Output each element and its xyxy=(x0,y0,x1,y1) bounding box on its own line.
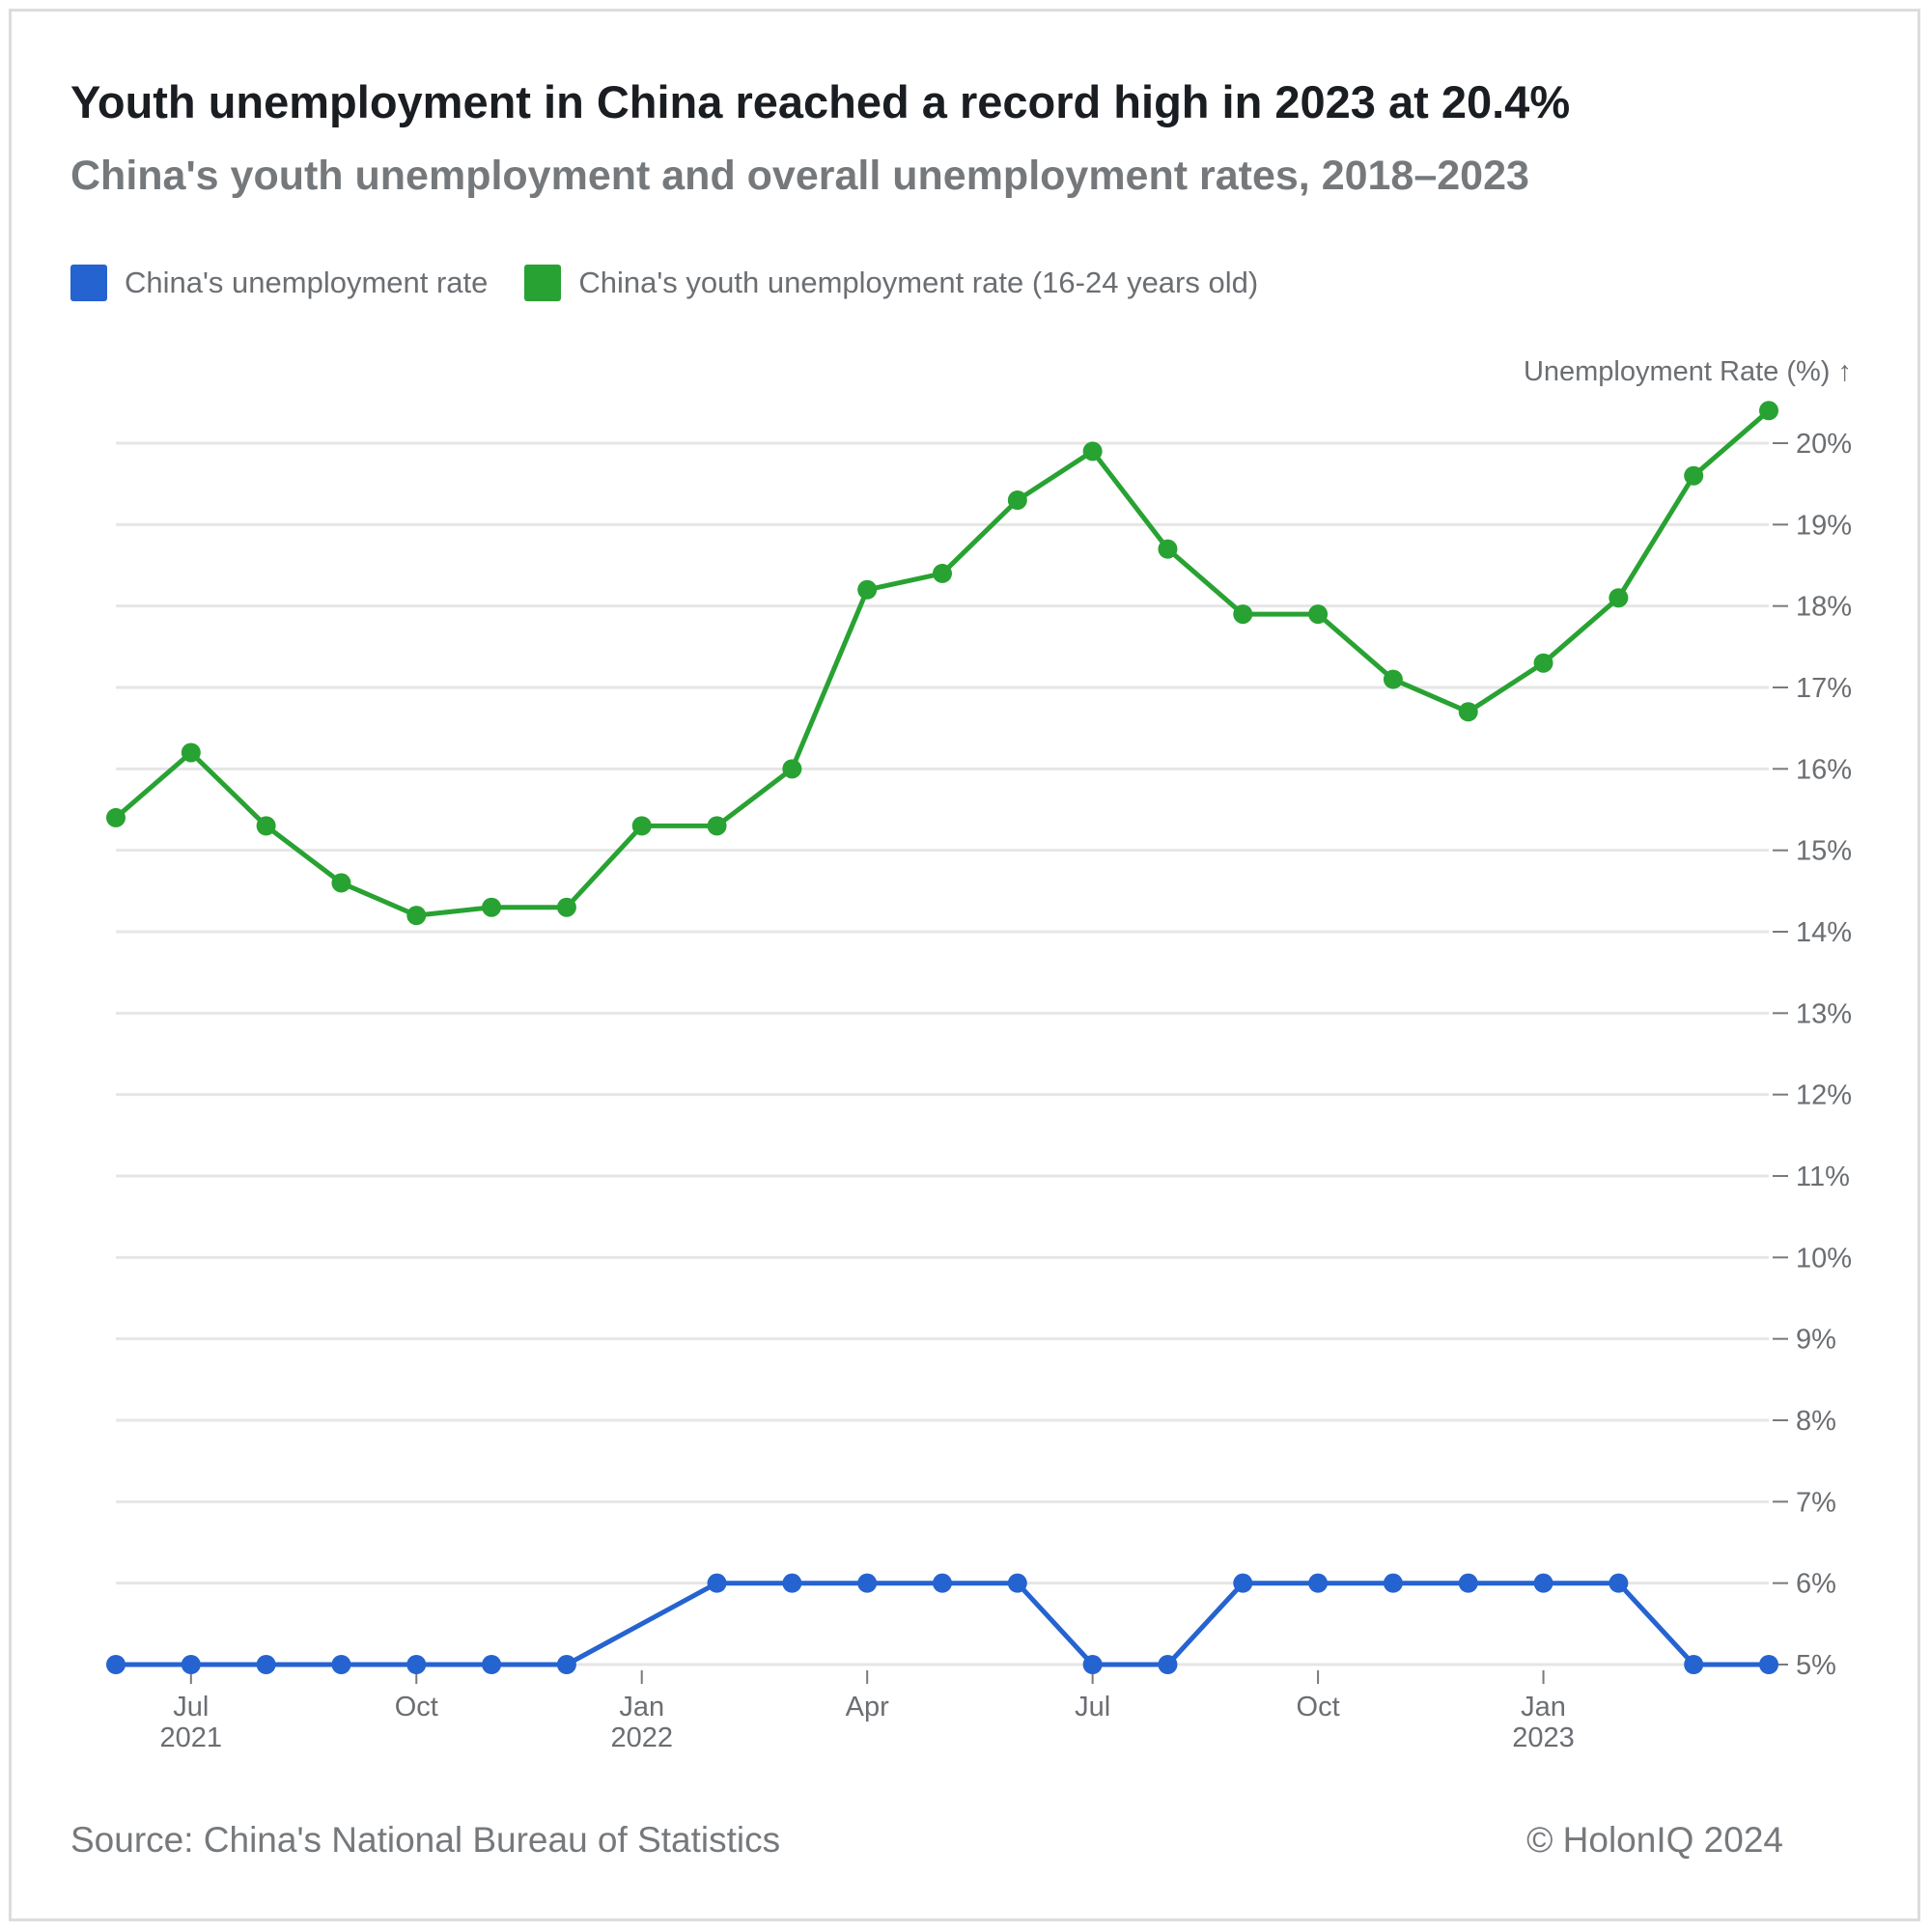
data-point-overall xyxy=(782,1573,802,1593)
chart-subtitle: China's youth unemployment and overall u… xyxy=(70,153,1529,199)
data-point-youth xyxy=(181,742,201,763)
data-point-youth xyxy=(631,816,652,836)
data-point-youth xyxy=(1684,465,1704,486)
data-point-overall xyxy=(1082,1655,1103,1674)
data-point-overall xyxy=(181,1655,201,1674)
data-point-youth xyxy=(782,759,802,779)
y-tick-label: 6% xyxy=(1796,1569,1836,1600)
data-point-overall xyxy=(1609,1573,1629,1593)
data-point-overall xyxy=(707,1573,727,1593)
x-tick-year-label: 2023 xyxy=(1512,1722,1575,1753)
data-point-youth xyxy=(933,563,952,583)
data-point-overall xyxy=(933,1573,952,1593)
y-tick-label: 7% xyxy=(1796,1487,1836,1518)
data-point-overall xyxy=(556,1655,576,1674)
y-tick-label: 13% xyxy=(1796,998,1852,1029)
x-tick-label: Oct xyxy=(395,1692,438,1722)
data-point-youth xyxy=(1383,669,1403,689)
data-point-youth xyxy=(1308,604,1329,625)
y-axis-label: Unemployment Rate (%) ↑ xyxy=(1524,356,1852,387)
y-tick-label: 11% xyxy=(1796,1162,1850,1192)
data-point-youth xyxy=(1458,702,1478,722)
y-tick-label: 5% xyxy=(1796,1650,1836,1681)
series-line-youth xyxy=(113,407,1772,918)
copyright-note: © HolonIQ 2024 xyxy=(1526,1820,1783,1860)
x-tick-label: Jul xyxy=(1075,1692,1110,1722)
data-point-youth xyxy=(556,897,576,917)
chart-title: Youth unemployment in China reached a re… xyxy=(70,76,1571,127)
y-tick-label: 8% xyxy=(1796,1406,1836,1437)
source-note: Source: China's National Bureau of Stati… xyxy=(70,1820,781,1860)
y-tick-label: 12% xyxy=(1796,1080,1852,1111)
legend-swatch-overall xyxy=(70,265,107,301)
y-tick-label: 18% xyxy=(1796,592,1852,623)
x-tick-label: Jan xyxy=(1521,1692,1566,1722)
data-point-youth xyxy=(1609,588,1629,608)
data-point-youth xyxy=(1007,490,1027,511)
x-tick-year-label: 2021 xyxy=(160,1722,223,1753)
data-point-overall xyxy=(1308,1573,1329,1593)
data-point-overall xyxy=(1759,1655,1778,1674)
data-point-youth xyxy=(482,897,502,917)
y-tick-label: 15% xyxy=(1796,836,1852,867)
data-point-youth xyxy=(406,906,427,926)
y-tick-label: 16% xyxy=(1796,754,1852,785)
x-tick-label: Jul xyxy=(173,1692,209,1722)
legend-item-overall[interactable]: China's unemployment rate xyxy=(70,265,488,301)
x-tick-label: Apr xyxy=(846,1692,889,1722)
axes: 5% 6% 7% 8% 9% 10% 11% 12% 13% 14% 15% 16% 17% 18% 19%… xyxy=(160,356,1852,1753)
x-tick-label: Jan xyxy=(619,1692,664,1722)
data-point-youth xyxy=(707,816,727,836)
series-line-overall xyxy=(113,1581,1772,1667)
y-tick-label: 9% xyxy=(1796,1325,1836,1356)
data-point-overall xyxy=(1684,1655,1704,1674)
data-point-overall xyxy=(106,1655,126,1674)
y-tick-label: 19% xyxy=(1796,510,1852,541)
legend-item-youth[interactable]: China's youth unemployment rate (16-24 y… xyxy=(524,265,1258,301)
data-point-youth xyxy=(1759,401,1778,421)
y-tick-label: 10% xyxy=(1796,1243,1852,1274)
data-point-overall xyxy=(1458,1573,1478,1593)
legend: China's unemployment rate China's youth … xyxy=(70,265,1295,301)
data-point-overall xyxy=(1007,1573,1027,1593)
legend-swatch-youth xyxy=(524,265,562,301)
data-point-overall xyxy=(482,1655,502,1674)
data-point-overall xyxy=(1533,1573,1553,1593)
series xyxy=(106,401,1778,1674)
y-tick-label: 20% xyxy=(1796,429,1852,460)
x-tick-year-label: 2022 xyxy=(610,1722,673,1753)
data-point-youth xyxy=(331,873,351,893)
legend-label-overall: China's unemployment rate xyxy=(125,266,489,299)
x-tick-label: Oct xyxy=(1297,1692,1340,1722)
gridlines xyxy=(116,441,1769,1666)
legend-label-youth: China's youth unemployment rate (16-24 y… xyxy=(578,266,1259,299)
y-tick-label: 14% xyxy=(1796,917,1852,948)
data-point-overall xyxy=(1233,1573,1253,1593)
data-point-youth xyxy=(1233,604,1253,625)
chart-frame xyxy=(9,9,1920,1921)
data-point-youth xyxy=(1158,539,1178,559)
data-point-youth xyxy=(256,816,276,836)
y-tick-label: 17% xyxy=(1796,673,1852,704)
data-point-youth xyxy=(857,579,878,600)
data-point-overall xyxy=(1383,1573,1403,1593)
data-point-youth xyxy=(1082,441,1103,462)
data-point-overall xyxy=(1158,1655,1178,1674)
data-point-overall xyxy=(406,1655,427,1674)
data-point-overall xyxy=(857,1573,878,1593)
data-point-youth xyxy=(1533,653,1553,673)
data-point-overall xyxy=(256,1655,276,1674)
data-point-overall xyxy=(331,1655,351,1674)
data-point-youth xyxy=(106,807,126,827)
